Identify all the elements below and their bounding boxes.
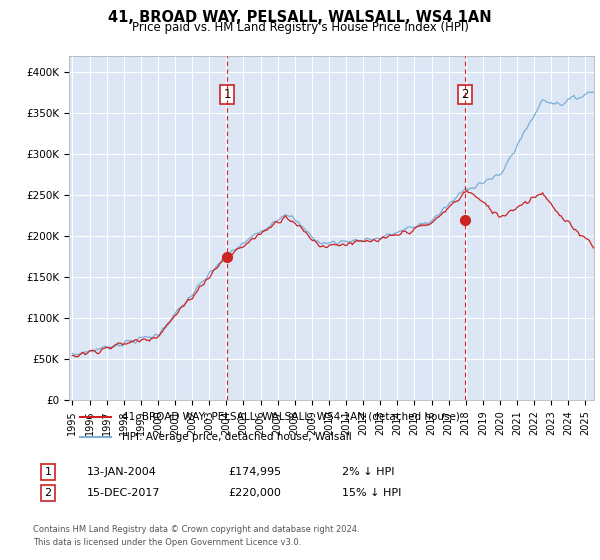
Text: 13-JAN-2004: 13-JAN-2004: [87, 467, 157, 477]
Text: 15-DEC-2017: 15-DEC-2017: [87, 488, 161, 498]
Text: 1: 1: [44, 467, 52, 477]
Text: £174,995: £174,995: [228, 467, 281, 477]
Text: 2: 2: [44, 488, 52, 498]
Text: 2: 2: [461, 88, 469, 101]
Text: 2% ↓ HPI: 2% ↓ HPI: [342, 467, 395, 477]
Text: 41, BROAD WAY, PELSALL, WALSALL, WS4 1AN: 41, BROAD WAY, PELSALL, WALSALL, WS4 1AN: [108, 10, 492, 25]
Text: HPI: Average price, detached house, Walsall: HPI: Average price, detached house, Wals…: [121, 432, 351, 442]
Text: 15% ↓ HPI: 15% ↓ HPI: [342, 488, 401, 498]
Text: 41, BROAD WAY, PELSALL, WALSALL, WS4 1AN (detached house): 41, BROAD WAY, PELSALL, WALSALL, WS4 1AN…: [121, 412, 460, 422]
Text: £220,000: £220,000: [228, 488, 281, 498]
Text: Contains HM Land Registry data © Crown copyright and database right 2024.
This d: Contains HM Land Registry data © Crown c…: [33, 525, 359, 547]
Text: Price paid vs. HM Land Registry's House Price Index (HPI): Price paid vs. HM Land Registry's House …: [131, 21, 469, 34]
Text: 1: 1: [223, 88, 231, 101]
